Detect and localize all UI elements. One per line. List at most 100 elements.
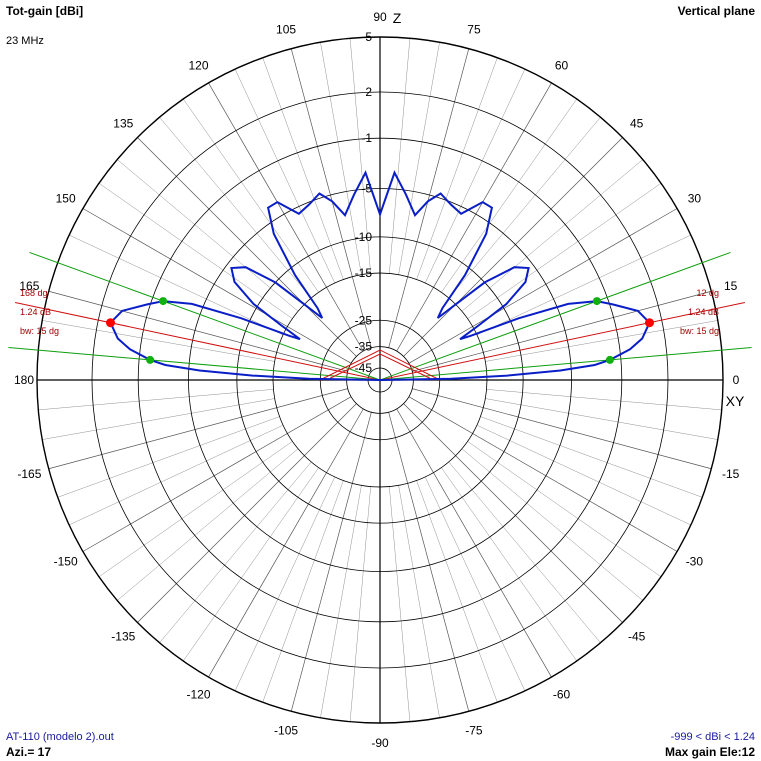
major-spoke <box>412 388 712 470</box>
chart-title: Tot-gain [dBi] <box>6 4 84 18</box>
minor-spoke <box>416 480 498 703</box>
axis-label-z: Z <box>393 10 402 26</box>
ring-label: -15 <box>355 266 373 280</box>
major-spoke <box>388 412 470 712</box>
max-gain-marker <box>106 318 116 328</box>
half-power-marker <box>146 355 155 364</box>
max-gain-marker <box>644 318 654 328</box>
right-annotation: 1.24 dB <box>688 307 719 317</box>
major-spoke <box>208 82 364 352</box>
beamwidth-line <box>379 346 752 381</box>
radiation-pattern <box>109 170 651 381</box>
minor-spoke <box>448 117 601 299</box>
minor-spoke <box>98 441 293 577</box>
minor-spoke <box>467 441 662 577</box>
minor-spoke <box>159 461 312 643</box>
major-spoke <box>137 137 357 357</box>
pattern-curve <box>109 170 651 381</box>
ring-label: -45 <box>355 361 373 375</box>
major-spoke <box>403 403 623 623</box>
angle-label: 30 <box>688 192 702 206</box>
beamwidth-line <box>29 251 381 381</box>
max-gain-label: Max gain Ele:12 <box>664 745 755 759</box>
major-spoke <box>396 82 552 352</box>
max-gain-line <box>15 301 381 381</box>
minor-spoke <box>416 57 498 280</box>
minor-spoke <box>57 416 280 498</box>
minor-spoke <box>262 480 344 703</box>
angle-label: -45 <box>628 630 646 644</box>
center-triangle <box>319 349 441 381</box>
half-power-marker <box>592 297 601 306</box>
angle-label: -60 <box>553 687 571 701</box>
angle-label: -165 <box>17 467 41 481</box>
minor-spoke <box>461 159 643 312</box>
major-spoke <box>137 403 357 623</box>
minor-spoke <box>159 117 312 299</box>
azimuth-label: Azi.= 17 <box>6 745 52 759</box>
angle-labels: 0153045607590105120135150165180-15-30-45… <box>14 10 740 750</box>
minor-spoke <box>476 424 691 526</box>
minor-spoke <box>38 389 274 411</box>
major-spoke <box>396 408 552 678</box>
major-spoke <box>408 208 678 364</box>
minor-spoke <box>485 398 718 440</box>
angle-label: -75 <box>465 724 483 738</box>
minor-spoke <box>389 38 411 274</box>
minor-spoke <box>69 424 284 526</box>
angle-label: 120 <box>188 59 208 73</box>
angle-label: 150 <box>56 192 76 206</box>
gain-ring <box>36 36 724 724</box>
frequency-label: 23 MHz <box>6 35 44 47</box>
beamwidth-line <box>8 346 381 381</box>
angle-label: -150 <box>54 555 78 569</box>
right-annotation: 12 dg <box>696 288 719 298</box>
major-spoke <box>48 388 348 470</box>
angle-label: 0 <box>733 373 740 387</box>
ring-label: -1 <box>361 131 372 145</box>
half-power-marker <box>605 355 614 364</box>
angle-label: 180 <box>14 373 34 387</box>
minor-spoke <box>485 320 718 362</box>
angle-label: -30 <box>686 555 704 569</box>
plane-label: Vertical plane <box>677 4 755 18</box>
half-power-marker <box>159 297 168 306</box>
gain-ring <box>91 91 669 669</box>
beamwidth-line <box>379 251 731 381</box>
minor-spoke <box>320 42 362 275</box>
ring-labels: 5 2 -1 -5 -10 -15 -25 -35 -45 <box>355 30 373 375</box>
ring-label: 5 <box>365 30 372 44</box>
left-annotation: 168 dg <box>20 288 48 298</box>
angle-label: -105 <box>274 724 298 738</box>
minor-spoke <box>424 476 526 691</box>
minor-spoke <box>448 461 601 643</box>
angle-label: 105 <box>276 22 296 36</box>
minor-spoke <box>117 159 299 312</box>
minor-spoke <box>234 476 336 691</box>
major-spoke <box>408 396 678 552</box>
minor-spoke <box>349 38 371 274</box>
polar-grid <box>36 36 724 724</box>
axis-label-xy: XY <box>726 393 745 409</box>
minor-spoke <box>69 234 284 336</box>
center-triangle <box>329 353 431 379</box>
gain-markers <box>106 297 654 364</box>
angle-label: 135 <box>113 116 133 130</box>
minor-spoke <box>117 448 299 601</box>
major-spoke <box>208 408 364 678</box>
major-spoke <box>403 137 623 357</box>
gain-ring <box>236 236 524 524</box>
minor-spoke <box>42 320 275 362</box>
minor-spoke <box>467 183 662 319</box>
major-spoke <box>388 48 470 348</box>
minor-spoke <box>183 467 319 662</box>
angle-label: 75 <box>467 22 481 36</box>
minor-spoke <box>234 69 336 284</box>
gain-ring <box>137 137 623 623</box>
gain-ring <box>188 188 572 572</box>
angle-label: 60 <box>555 59 569 73</box>
minor-spoke <box>389 486 411 722</box>
minor-spoke <box>476 234 691 336</box>
gain-ring <box>272 272 488 488</box>
